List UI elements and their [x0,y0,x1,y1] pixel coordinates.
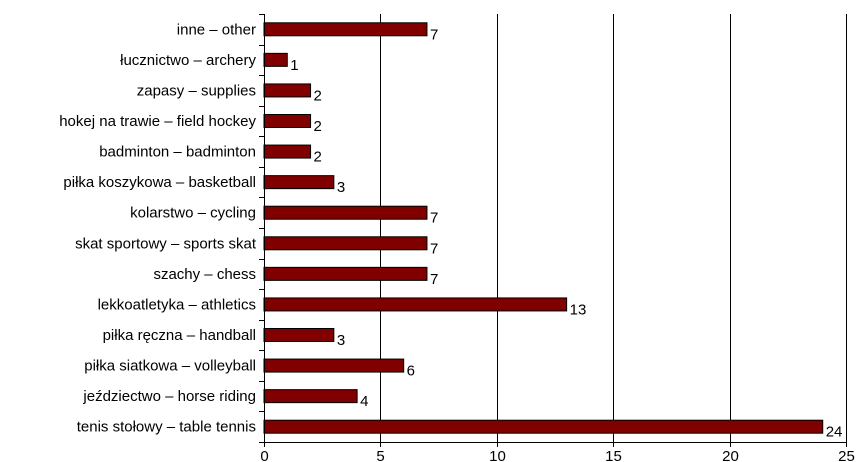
x-tick-label: 10 [489,448,506,462]
bar-8 [263,266,428,281]
bar-9 [263,297,568,312]
value-label: 6 [407,363,415,380]
x-tick-label: 15 [605,448,622,462]
value-label: 3 [337,179,345,196]
category-label: zapasy – supplies [137,82,256,99]
bar-7 [263,236,428,251]
bar-2 [263,83,312,98]
value-label: 7 [430,210,438,227]
bar-4 [263,144,312,159]
value-label: 3 [337,332,345,349]
x-tick-label: 5 [376,448,384,462]
category-label: lekkoatletyka – athletics [98,296,256,313]
bars [263,22,824,434]
value-label: 2 [314,87,322,104]
bar-1 [263,52,288,67]
value-label: 24 [826,424,843,441]
category-label: skat sportowy – sports skat [75,235,257,252]
category-label: piłka ręczna – handball [103,327,256,344]
bar-11 [263,358,405,373]
x-tick-label: 0 [260,448,268,462]
gridlines [380,14,847,442]
value-label: 7 [430,271,438,288]
axes [259,14,847,447]
value-label: 7 [430,240,438,257]
value-label: 4 [360,393,368,410]
category-label: tenis stołowy – table tennis [77,419,256,436]
category-label: piłka siatkowa – volleyball [84,358,256,375]
category-label: inne – other [177,21,256,38]
bar-10 [263,328,335,342]
value-label: 2 [314,118,322,135]
category-label: szachy – chess [153,266,256,283]
bar-13 [263,419,824,434]
value-label: 2 [314,149,322,166]
value-label: 7 [430,26,438,43]
value-label: 1 [290,57,298,74]
value-label: 13 [570,301,587,318]
category-label: jeździectwo – horse riding [82,388,256,405]
category-label: piłka koszykowa – basketball [63,174,256,191]
category-label: kolarstwo – cycling [130,205,256,222]
category-label: badminton – badminton [99,144,256,161]
bar-5 [263,175,335,190]
labels: inne – other 7 łucznictwo – archery 1 zapasy… [59,21,855,462]
x-tick-label: 20 [722,448,739,462]
bar-12 [263,389,358,404]
category-label: łucznictwo – archery [120,52,256,69]
x-tick-label: 25 [838,448,855,462]
category-label: hokej na trawie – field hockey [59,113,256,130]
bar-0 [263,22,428,37]
bar-6 [263,205,428,220]
bar-3 [263,114,312,128]
